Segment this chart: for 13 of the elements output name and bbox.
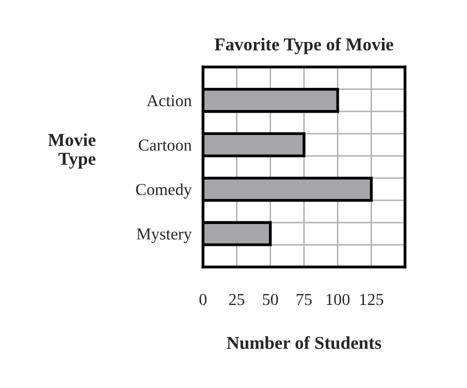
x-tick-label: 125 [360, 294, 384, 306]
chart-title: Favorite Type of Movie [214, 38, 394, 54]
x-axis-title: Number of Students [226, 336, 382, 350]
y-axis-title: Movie Type [48, 133, 96, 169]
y-tick-label: Action [146, 95, 192, 106]
y-tick-label: Comedy [136, 183, 192, 199]
y-tick-label: Cartoon [138, 140, 192, 151]
x-tick-label: 100 [326, 294, 350, 306]
y-tick-label: Mystery [136, 228, 192, 244]
x-tick-label: 50 [262, 294, 278, 306]
x-tick-label: 0 [199, 294, 207, 306]
x-tick-label: 75 [296, 294, 312, 306]
x-tick-label: 25 [229, 294, 244, 306]
